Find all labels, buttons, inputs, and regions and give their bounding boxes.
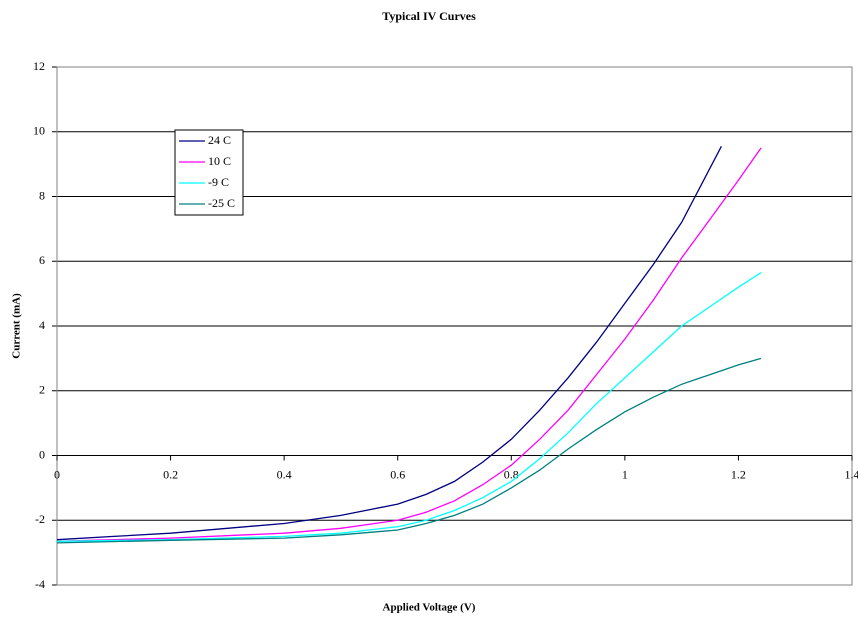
- y-tick-label: 12: [33, 59, 45, 73]
- legend-label: -25 C: [208, 196, 235, 210]
- y-tick-label: 4: [39, 318, 45, 332]
- y-tick-label: 2: [39, 383, 45, 397]
- y-tick-label: 10: [33, 124, 45, 138]
- legend-label: 24 C: [208, 133, 231, 147]
- x-tick-label: 0: [54, 467, 60, 481]
- series-line: [56, 147, 762, 542]
- y-tick-label: 8: [39, 188, 45, 202]
- x-tick-label: 0.6: [390, 467, 405, 481]
- y-tick-label: -2: [35, 512, 45, 526]
- chart-title: Typical IV Curves: [382, 9, 476, 23]
- x-tick-label: 0.2: [163, 467, 178, 481]
- plot-frame: [56, 66, 853, 586]
- series-line: [56, 357, 762, 544]
- x-tick-label: 1: [622, 467, 628, 481]
- series-line: [56, 272, 762, 542]
- y-tick-label: 0: [39, 447, 45, 461]
- legend-box: [174, 129, 244, 216]
- legend-label: 10 C: [208, 154, 231, 168]
- series-line: [56, 145, 722, 541]
- y-tick-label: 6: [39, 253, 45, 267]
- legend: 24 C 10 C -9 C -25 C: [174, 129, 244, 216]
- x-tick-label: 1.4: [845, 467, 858, 481]
- legend-label: -9 C: [208, 175, 229, 189]
- x-axis-label: Applied Voltage (V): [383, 602, 476, 614]
- x-tick-label: 0.4: [277, 467, 292, 481]
- y-axis-label: Current (mA): [11, 293, 23, 359]
- x-tick-label: 1.2: [731, 467, 746, 481]
- y-tick-label: -4: [35, 577, 45, 591]
